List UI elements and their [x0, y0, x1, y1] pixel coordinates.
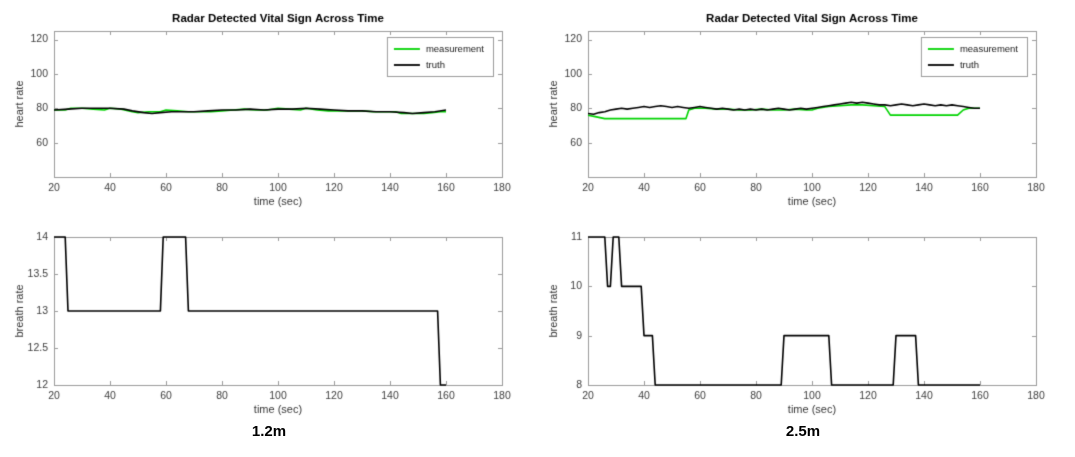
heart-rate-chart-1-2m	[2, 5, 536, 215]
caption-distance-left: 1.2m	[251, 423, 287, 440]
breath-rate-chart-2-5m	[536, 227, 1070, 423]
panel-heart-rate-1-2m	[2, 5, 536, 215]
matlab-figure: 1.2m 2.5m	[2, 5, 1073, 440]
panel-heart-rate-2-5m	[536, 5, 1070, 215]
panel-breath-rate-1-2m	[2, 227, 536, 423]
panel-breath-rate-2-5m	[536, 227, 1070, 423]
caption-distance-right: 2.5m	[785, 423, 821, 440]
breath-rate-chart-1-2m	[2, 227, 536, 423]
heart-rate-chart-2-5m	[536, 5, 1070, 215]
subplot-grid	[2, 5, 1073, 423]
caption-row: 1.2m 2.5m	[2, 423, 1073, 440]
